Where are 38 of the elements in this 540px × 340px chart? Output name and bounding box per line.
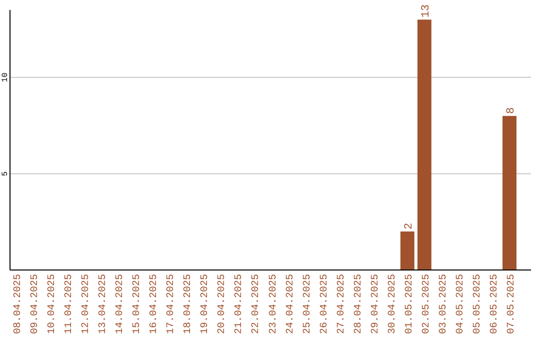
x-tick-label: 13.04.2025 (98, 274, 110, 334)
x-tick-label: 28.04.2025 (353, 274, 364, 334)
x-tick-label: 05.05.2025 (472, 274, 484, 334)
x-tick-label: 21.04.2025 (234, 274, 246, 334)
x-tick-label: 10.04.2025 (47, 274, 58, 334)
x-tick-label: 01.05.2025 (404, 274, 416, 334)
x-tick-label: 09.04.2025 (30, 274, 42, 334)
bar (417, 20, 432, 270)
x-tick-label: 11.04.2025 (64, 274, 76, 334)
x-tick-label: 04.05.2025 (455, 274, 466, 334)
x-tick-label: 25.04.2025 (302, 274, 314, 334)
y-tick-label: 10 (1, 72, 10, 82)
x-tick-label: 26.04.2025 (319, 274, 330, 334)
x-tick-label: 19.04.2025 (200, 274, 212, 334)
x-tick-label: 18.04.2025 (183, 274, 194, 334)
data-label: 8 (505, 107, 518, 114)
x-tick-label: 16.04.2025 (149, 274, 160, 334)
x-tick-label: 27.04.2025 (336, 274, 348, 334)
x-tick-label: 14.04.2025 (115, 274, 126, 334)
x-tick-label: 29.04.2025 (370, 274, 382, 334)
data-label: 2 (403, 222, 416, 230)
data-label: 13 (420, 4, 432, 18)
x-tick-label: 06.05.2025 (489, 274, 500, 334)
x-tick-label: 07.05.2025 (506, 274, 518, 334)
x-tick-label: 22.04.2025 (251, 274, 262, 334)
x-tick-label: 23.04.2025 (268, 274, 280, 334)
x-tick-label: 02.05.2025 (421, 274, 432, 334)
y-tick-label: 5 (1, 171, 10, 176)
x-tick-label: 08.04.2025 (13, 274, 24, 334)
x-tick-label: 20.04.2025 (217, 274, 228, 334)
x-tick-label: 12.04.2025 (81, 274, 92, 334)
x-tick-label: 30.04.2025 (387, 274, 398, 334)
bar (502, 116, 516, 270)
x-tick-label: 15.04.2025 (132, 274, 144, 334)
x-tick-label: 03.05.2025 (438, 274, 450, 334)
x-tick-label: 17.04.2025 (166, 274, 178, 334)
x-tick-label: 24.04.2025 (285, 274, 296, 334)
bar (400, 231, 414, 270)
